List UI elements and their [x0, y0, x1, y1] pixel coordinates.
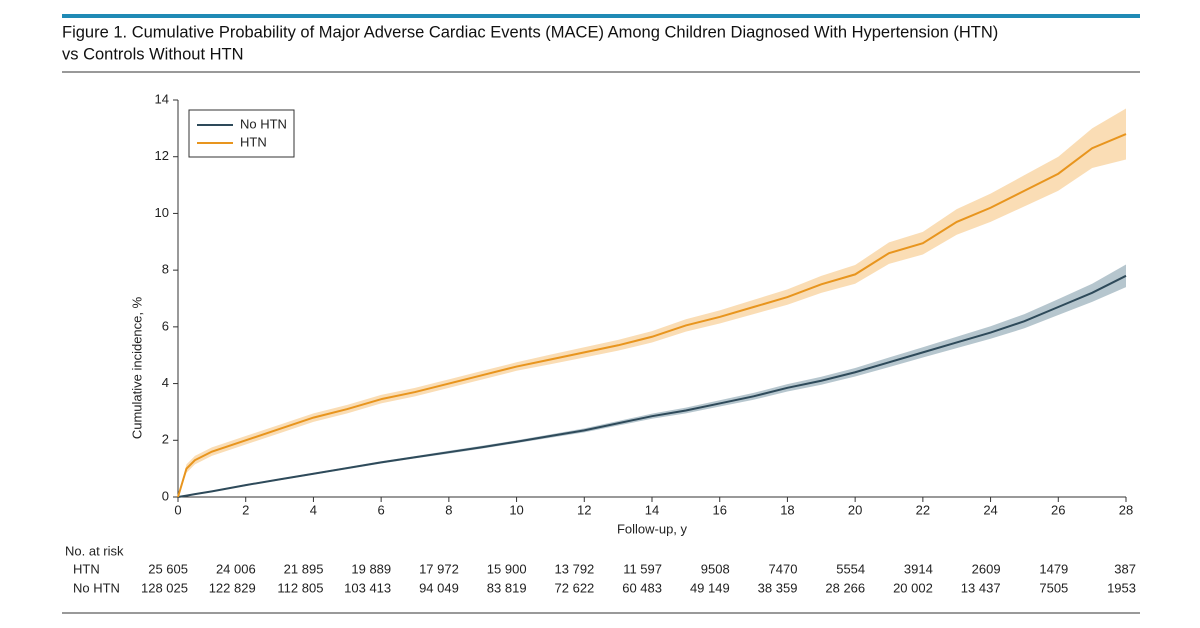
x-tick-label: 14	[645, 502, 659, 517]
at-risk-value: 7505	[1039, 580, 1068, 595]
x-tick-label: 6	[378, 502, 385, 517]
legend-label: HTN	[240, 134, 267, 149]
at-risk-value: 20 002	[893, 580, 933, 595]
chart-title: Figure 1. Cumulative Probability of Majo…	[62, 23, 998, 41]
x-tick-label: 10	[509, 502, 523, 517]
x-tick-label: 20	[848, 502, 862, 517]
at-risk-row-label: HTN	[73, 561, 100, 576]
at-risk-value: 2609	[972, 561, 1001, 576]
at-risk-value: 9508	[701, 561, 730, 576]
y-tick-label: 0	[162, 488, 169, 503]
y-tick-label: 4	[162, 375, 169, 390]
x-axis-label: Follow-up, y	[617, 521, 688, 536]
y-tick-label: 14	[155, 91, 169, 106]
x-tick-label: 12	[577, 502, 591, 517]
at-risk-value: 94 049	[419, 580, 459, 595]
x-tick-label: 18	[780, 502, 794, 517]
x-tick-label: 28	[1119, 502, 1133, 517]
x-tick-label: 26	[1051, 502, 1065, 517]
line	[177, 133, 1127, 498]
x-tick-label: 24	[983, 502, 997, 517]
at-risk-title: No. at risk	[65, 543, 124, 558]
at-risk-value: 387	[1114, 561, 1136, 576]
at-risk-value: 28 266	[825, 580, 865, 595]
at-risk-value: 19 889	[351, 561, 391, 576]
x-tick-label: 0	[174, 502, 181, 517]
y-tick-label: 8	[162, 262, 169, 277]
legend-box	[188, 109, 295, 158]
confidence-band	[178, 264, 1126, 497]
chart-title: vs Controls Without HTN	[62, 45, 244, 63]
at-risk-value: 24 006	[216, 561, 256, 576]
at-risk-value: 128 025	[141, 580, 188, 595]
at-risk-value: 83 819	[487, 580, 527, 595]
at-risk-value: 3914	[904, 561, 933, 576]
y-tick-label: 2	[162, 432, 169, 447]
at-risk-value: 122 829	[209, 580, 256, 595]
at-risk-value: 21 895	[284, 561, 324, 576]
x-tick-label: 16	[712, 502, 726, 517]
y-tick-label: 12	[155, 148, 169, 163]
at-risk-value: 13 437	[961, 580, 1001, 595]
at-risk-value: 15 900	[487, 561, 527, 576]
y-axis-label: Cumulative incidence, %	[129, 296, 144, 439]
at-risk-value: 11 597	[623, 561, 662, 576]
at-risk-value: 1953	[1107, 580, 1136, 595]
line	[177, 274, 1127, 498]
at-risk-value: 5554	[836, 561, 865, 576]
x-tick-label: 4	[310, 502, 317, 517]
at-risk-value: 49 149	[690, 580, 730, 595]
at-risk-value: 112 805	[277, 580, 323, 595]
at-risk-row-label: No HTN	[73, 580, 120, 595]
y-tick-label: 6	[162, 318, 169, 333]
legend-label: No HTN	[240, 116, 287, 131]
confidence-band	[178, 108, 1126, 497]
top-rule	[62, 14, 1140, 18]
at-risk-value: 25 605	[148, 561, 188, 576]
at-risk-value: 17 972	[419, 561, 459, 576]
at-risk-value: 7470	[769, 561, 798, 576]
at-risk-value: 103 413	[344, 580, 391, 595]
at-risk-value: 38 359	[758, 580, 798, 595]
at-risk-value: 60 483	[622, 580, 662, 595]
y-tick-label: 10	[155, 205, 169, 220]
at-risk-value: 1479	[1039, 561, 1068, 576]
x-tick-label: 8	[445, 502, 452, 517]
at-risk-value: 13 792	[555, 561, 595, 576]
at-risk-value: 72 622	[555, 580, 595, 595]
x-tick-label: 2	[242, 502, 249, 517]
x-tick-label: 22	[916, 502, 930, 517]
